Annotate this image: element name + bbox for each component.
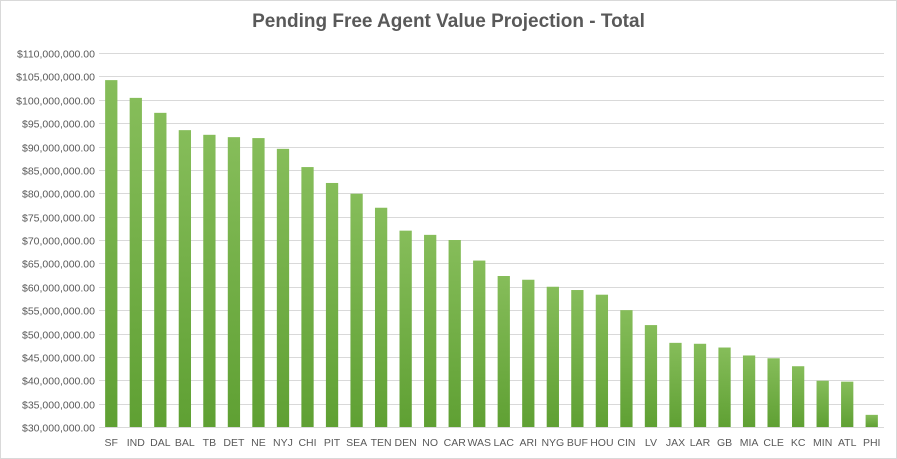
y-tick-label: $40,000,000.00 [22, 376, 95, 388]
bar-buf [571, 290, 584, 427]
bar-mia [742, 355, 756, 427]
y-tick-label: $35,000,000.00 [22, 400, 95, 412]
bar-bal [178, 130, 191, 427]
x-tick-label: CLE [763, 437, 783, 449]
y-tick-label: $30,000,000.00 [22, 423, 95, 435]
x-tick-label: CAR [444, 437, 467, 449]
bar-pit [325, 182, 339, 427]
bar-ne [252, 138, 265, 427]
x-tick-label: LV [645, 437, 657, 449]
y-tick-label: $90,000,000.00 [22, 143, 95, 155]
x-tick-label: TEN [371, 437, 392, 449]
x-tick-label: WAS [467, 437, 491, 449]
bar-phi [865, 414, 878, 427]
x-tick-label: GB [717, 437, 732, 449]
x-tick-label: KC [791, 437, 806, 449]
y-tick-label: $105,000,000.00 [16, 72, 95, 84]
bar-cle [767, 358, 780, 427]
x-tick-label: NE [251, 437, 266, 449]
bar-sea [350, 193, 363, 427]
x-tick-label: HOU [590, 437, 613, 449]
bars [105, 80, 878, 428]
bar-lar [693, 343, 707, 427]
x-tick-label: LAC [494, 437, 515, 449]
x-tick-label: SEA [346, 437, 367, 449]
bar-jax [669, 342, 682, 427]
y-tick-label: $55,000,000.00 [22, 306, 95, 318]
y-tick-label: $95,000,000.00 [22, 119, 95, 131]
y-tick-label: $100,000,000.00 [16, 96, 95, 108]
bar-hou [595, 294, 609, 427]
bar-cin [620, 310, 633, 428]
bar-ari [522, 279, 535, 427]
bar-det [227, 137, 241, 427]
bar-chi [301, 167, 314, 427]
bar-lac [497, 276, 510, 427]
x-tick-label: DEN [395, 437, 417, 449]
y-tick-label: $65,000,000.00 [22, 259, 95, 271]
x-tick-label: ARI [520, 437, 538, 449]
x-tick-label: PHI [863, 437, 881, 449]
x-axis-tick-labels: SF IND DAL BAL TB DET NE NYJ CHI PIT SEA TEN DEN NO CA… [105, 437, 881, 449]
y-tick-label: $110,000,000.00 [17, 49, 95, 61]
bar-car [448, 240, 461, 427]
y-tick-label: $85,000,000.00 [22, 166, 95, 178]
x-tick-label: TB [203, 437, 216, 449]
bar-den [399, 230, 412, 427]
bar-atl [841, 381, 854, 427]
gridlines [99, 53, 884, 428]
bar-ind [129, 97, 142, 427]
y-tick-label: $70,000,000.00 [22, 236, 95, 248]
x-tick-label: CHI [298, 437, 316, 449]
y-axis-tick-labels: $30,000,000.00 $35,000,000.00 $40,000,000.… [16, 49, 95, 435]
x-tick-label: CIN [617, 437, 635, 449]
x-tick-label: LAR [690, 437, 711, 449]
y-tick-label: $50,000,000.00 [22, 330, 95, 342]
y-tick-label: $60,000,000.00 [22, 283, 95, 295]
x-tick-label: BUF [567, 437, 588, 449]
y-tick-label: $45,000,000.00 [22, 353, 95, 365]
bar-gb [718, 347, 731, 427]
x-tick-label: JAX [666, 437, 685, 449]
x-tick-label: IND [127, 437, 146, 449]
x-tick-label: BAL [175, 437, 195, 449]
y-tick-label: $75,000,000.00 [22, 213, 95, 225]
bar-sf [105, 80, 118, 428]
x-tick-label: DAL [150, 437, 171, 449]
bar-lv [644, 325, 658, 427]
bar-nyg [546, 286, 559, 427]
bar-kc [792, 366, 805, 427]
chart-title: Pending Free Agent Value Projection - To… [252, 11, 645, 32]
bar-nyj [276, 148, 290, 427]
y-tick-label: $80,000,000.00 [22, 189, 95, 201]
bar-dal [154, 112, 167, 427]
x-tick-label: MIN [813, 437, 832, 449]
bar-ten [374, 207, 388, 427]
x-tick-label: NYG [541, 437, 564, 449]
x-tick-label: SF [105, 437, 118, 449]
x-tick-label: DET [223, 437, 245, 449]
x-tick-label: ATL [838, 437, 857, 449]
x-tick-label: NYJ [273, 437, 293, 449]
bar-was [473, 260, 486, 427]
x-tick-label: MIA [740, 437, 759, 449]
bar-tb [203, 134, 216, 427]
bar-min [816, 380, 829, 427]
x-tick-label: NO [422, 437, 438, 449]
bar-no [424, 234, 437, 427]
x-tick-label: PIT [324, 437, 341, 449]
